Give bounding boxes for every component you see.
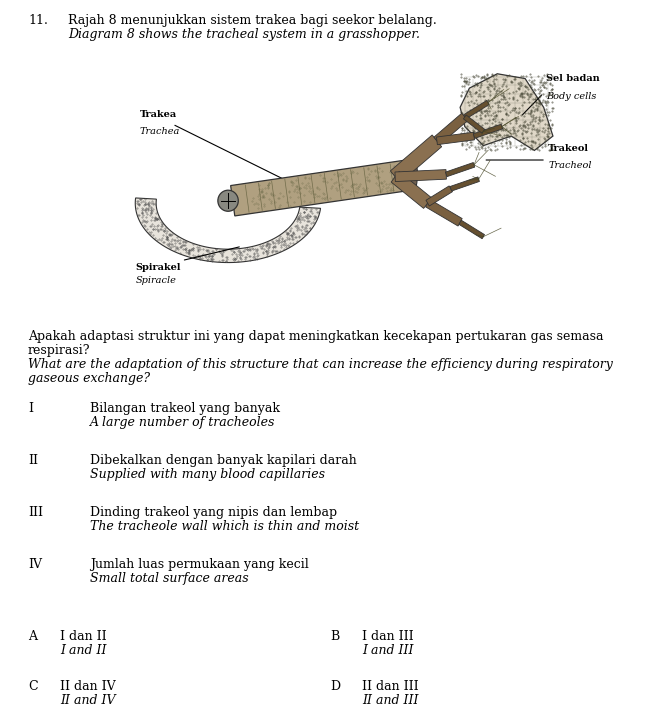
Text: Spirakel: Spirakel	[135, 263, 181, 272]
Text: respirasi?: respirasi?	[28, 344, 91, 357]
Polygon shape	[446, 163, 475, 176]
Polygon shape	[426, 200, 462, 226]
Text: Body cells: Body cells	[546, 92, 596, 101]
Polygon shape	[391, 171, 432, 208]
Text: I and III: I and III	[362, 644, 414, 657]
Text: Small total surface areas: Small total surface areas	[90, 572, 249, 585]
Polygon shape	[426, 186, 453, 206]
Text: II and III: II and III	[362, 694, 418, 707]
Text: Spiracle: Spiracle	[135, 276, 176, 285]
Text: I and II: I and II	[60, 644, 107, 657]
Text: I dan III: I dan III	[362, 630, 414, 643]
Polygon shape	[395, 170, 446, 182]
Circle shape	[218, 190, 238, 211]
Text: I: I	[28, 402, 33, 415]
Text: Diagram 8 shows the tracheal system in a grasshopper.: Diagram 8 shows the tracheal system in a…	[68, 28, 420, 41]
Text: II dan IV: II dan IV	[60, 680, 115, 693]
Text: Trachea: Trachea	[140, 128, 180, 136]
Text: A large number of tracheoles: A large number of tracheoles	[90, 416, 275, 429]
Text: Rajah 8 menunjukkan sistem trakea bagi seekor belalang.: Rajah 8 menunjukkan sistem trakea bagi s…	[68, 14, 437, 27]
Polygon shape	[436, 132, 475, 144]
Polygon shape	[391, 135, 442, 183]
Polygon shape	[473, 124, 503, 139]
Polygon shape	[450, 177, 479, 191]
Text: Apakah adaptasi struktur ini yang dapat meningkatkan kecekapan pertukaran gas se: Apakah adaptasi struktur ini yang dapat …	[28, 330, 603, 343]
Text: Sel badan: Sel badan	[546, 74, 600, 83]
Text: 11.: 11.	[28, 14, 48, 27]
Text: Supplied with many blood capillaries: Supplied with many blood capillaries	[90, 468, 325, 481]
Text: Bilangan trakeol yang banyak: Bilangan trakeol yang banyak	[90, 402, 280, 415]
Text: Tracheol: Tracheol	[548, 161, 592, 171]
Text: Jumlah luas permukaan yang kecil: Jumlah luas permukaan yang kecil	[90, 558, 309, 571]
Text: C: C	[28, 680, 38, 693]
Polygon shape	[135, 198, 320, 263]
Ellipse shape	[410, 159, 418, 189]
Polygon shape	[460, 74, 553, 150]
Text: Dibekalkan dengan banyak kapilari darah: Dibekalkan dengan banyak kapilari darah	[90, 454, 357, 467]
Text: A: A	[28, 630, 37, 643]
Text: D: D	[330, 680, 340, 693]
Text: Trakeol: Trakeol	[548, 144, 589, 153]
Text: III: III	[28, 506, 43, 519]
Text: IV: IV	[28, 558, 42, 571]
Text: II dan III: II dan III	[362, 680, 418, 693]
Text: II and IV: II and IV	[60, 694, 115, 707]
Text: B: B	[330, 630, 339, 643]
Polygon shape	[459, 220, 485, 239]
Polygon shape	[463, 100, 489, 119]
Text: I dan II: I dan II	[60, 630, 107, 643]
Text: II: II	[28, 454, 38, 467]
Text: gaseous exchange?: gaseous exchange?	[28, 372, 150, 385]
Text: Trakea: Trakea	[140, 110, 177, 119]
Polygon shape	[434, 113, 467, 144]
Polygon shape	[463, 115, 485, 133]
Text: Dinding trakeol yang nipis dan lembap: Dinding trakeol yang nipis dan lembap	[90, 506, 337, 519]
Text: The tracheole wall which is thin and moist: The tracheole wall which is thin and moi…	[90, 520, 359, 533]
Polygon shape	[231, 159, 416, 216]
Text: What are the adaptation of this structure that can increase the efficiency durin: What are the adaptation of this structur…	[28, 358, 613, 371]
